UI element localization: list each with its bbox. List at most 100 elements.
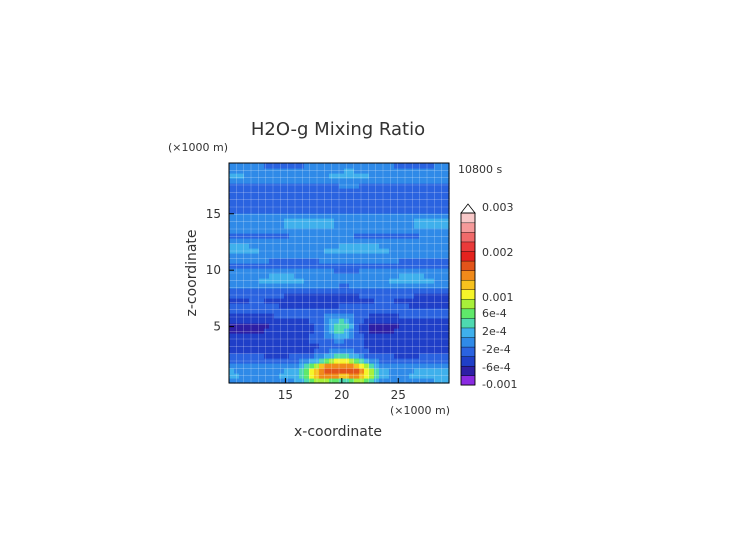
heatmap-cell xyxy=(404,363,410,369)
heatmap-cell xyxy=(444,193,450,199)
heatmap-cell xyxy=(239,378,245,384)
heatmap-cell xyxy=(419,318,425,324)
heatmap-cell xyxy=(279,178,285,184)
heatmap-cell xyxy=(284,243,290,249)
heatmap-cell xyxy=(234,313,240,319)
heatmap-cell xyxy=(384,343,390,349)
heatmap-cell xyxy=(319,193,325,199)
heatmap-cell xyxy=(389,358,395,364)
heatmap-cell xyxy=(434,248,440,254)
heatmap-cell xyxy=(374,268,380,274)
heatmap-cell xyxy=(339,313,345,319)
heatmap-cell xyxy=(424,328,430,334)
heatmap-cell xyxy=(294,163,300,169)
heatmap-cell xyxy=(294,283,300,289)
heatmap-cell xyxy=(289,358,295,364)
heatmap-cell xyxy=(434,203,440,209)
heatmap-cell xyxy=(399,183,405,189)
heatmap-cell xyxy=(244,363,250,369)
heatmap-cell xyxy=(274,238,280,244)
heatmap-cell xyxy=(284,338,290,344)
heatmap-cell xyxy=(434,178,440,184)
heatmap-cell xyxy=(429,343,435,349)
heatmap-cell xyxy=(264,223,270,229)
heatmap-cell xyxy=(394,188,400,194)
heatmap-cell xyxy=(299,283,305,289)
heatmap-cell xyxy=(284,363,290,369)
heatmap-cell xyxy=(279,318,285,324)
heatmap-cell xyxy=(419,178,425,184)
heatmap-cell xyxy=(284,378,290,384)
heatmap-cell xyxy=(274,268,280,274)
heatmap-cell xyxy=(329,278,335,284)
heatmap-cell xyxy=(389,343,395,349)
heatmap-cell xyxy=(234,348,240,354)
heatmap-cell xyxy=(269,238,275,244)
heatmap-cell xyxy=(349,243,355,249)
heatmap-cell xyxy=(269,323,275,329)
heatmap-cell xyxy=(259,208,265,214)
heatmap-cell xyxy=(439,368,445,374)
heatmap-cell xyxy=(254,368,260,374)
heatmap-cell xyxy=(314,208,320,214)
heatmap-cell xyxy=(229,318,235,324)
heatmap-cell xyxy=(359,358,365,364)
heatmap-cell xyxy=(359,278,365,284)
heatmap-cell xyxy=(234,173,240,179)
heatmap-cell xyxy=(329,188,335,194)
heatmap-cell xyxy=(344,333,350,339)
heatmap-cell xyxy=(294,208,300,214)
heatmap-cell xyxy=(294,363,300,369)
heatmap-cell xyxy=(269,228,275,234)
heatmap-cell xyxy=(259,338,265,344)
heatmap-cell xyxy=(234,318,240,324)
heatmap-cell xyxy=(319,308,325,314)
heatmap-cell xyxy=(374,213,380,219)
heatmap-cell xyxy=(414,313,420,319)
heatmap-cell xyxy=(349,253,355,259)
heatmap-cell xyxy=(239,268,245,274)
heatmap-cell xyxy=(279,313,285,319)
heatmap-cell xyxy=(339,223,345,229)
heatmap-cell xyxy=(354,298,360,304)
heatmap-cell xyxy=(319,358,325,364)
heatmap-cell xyxy=(399,268,405,274)
colorbar-segment xyxy=(460,270,476,281)
heatmap-cell xyxy=(274,183,280,189)
heatmap-cell xyxy=(249,373,255,379)
heatmap-cell xyxy=(254,218,260,224)
heatmap-cell xyxy=(254,253,260,259)
heatmap-cell xyxy=(414,183,420,189)
heatmap-cell xyxy=(384,213,390,219)
heatmap-cell xyxy=(299,343,305,349)
heatmap-cell xyxy=(309,308,315,314)
heatmap-cell xyxy=(414,178,420,184)
heatmap-cell xyxy=(264,368,270,374)
heatmap-cell xyxy=(349,333,355,339)
heatmap-cell xyxy=(444,358,450,364)
heatmap-cell xyxy=(364,378,370,384)
heatmap-cell xyxy=(274,333,280,339)
heatmap-cell xyxy=(294,253,300,259)
heatmap-cell xyxy=(344,223,350,229)
heatmap-cell xyxy=(279,163,285,169)
heatmap-cell xyxy=(434,368,440,374)
heatmap-cell xyxy=(434,183,440,189)
heatmap-cell xyxy=(429,323,435,329)
colorbar-segment xyxy=(460,279,476,290)
heatmap-cell xyxy=(444,343,450,349)
heatmap-cell xyxy=(289,258,295,264)
heatmap-cell xyxy=(289,288,295,294)
heatmap-cell xyxy=(439,243,445,249)
heatmap-cell xyxy=(399,273,405,279)
heatmap-cell xyxy=(329,363,335,369)
heatmap-cell xyxy=(434,243,440,249)
heatmap-cell xyxy=(229,358,235,364)
heatmap-cell xyxy=(259,328,265,334)
heatmap-cell xyxy=(344,288,350,294)
heatmap-cell xyxy=(434,228,440,234)
heatmap-cell xyxy=(379,348,385,354)
heatmap-cell xyxy=(259,318,265,324)
heatmap-cell xyxy=(344,163,350,169)
heatmap-cell xyxy=(274,313,280,319)
